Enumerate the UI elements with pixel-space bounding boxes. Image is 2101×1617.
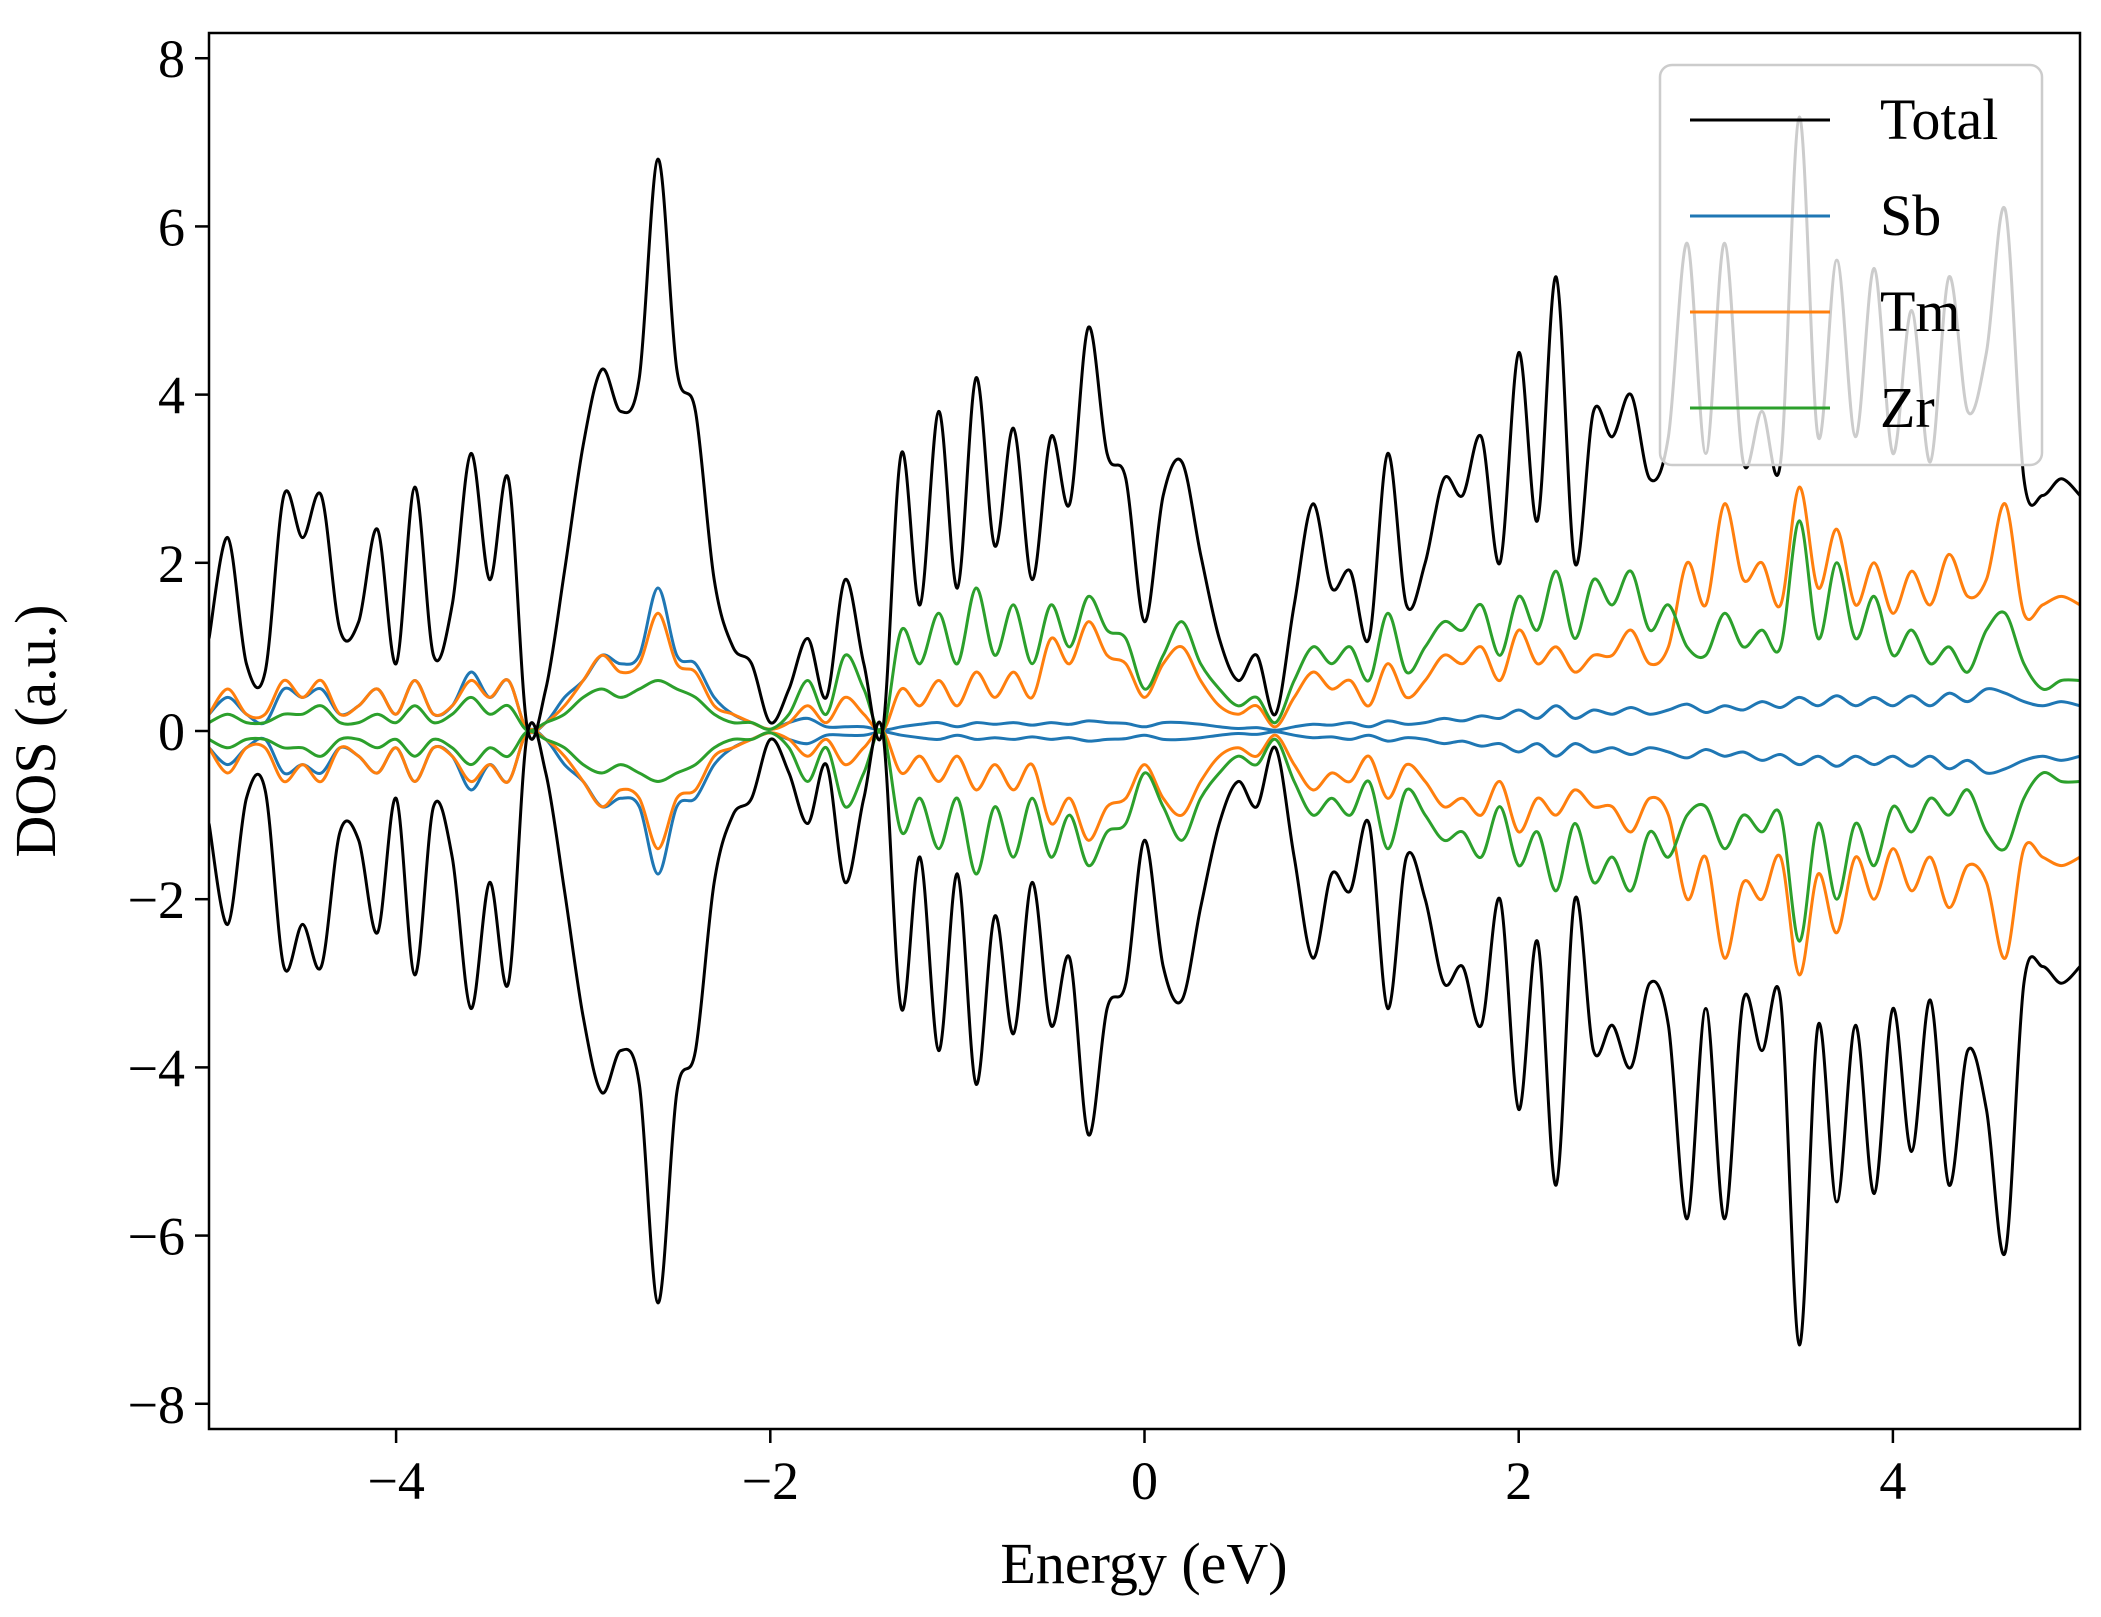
- y-tick-label: 0: [158, 702, 185, 762]
- y-tick-label: −8: [128, 1375, 185, 1435]
- y-tick-label: 2: [158, 534, 185, 594]
- series-line-sb-up: [209, 586, 2080, 735]
- y-tick-label: 8: [158, 29, 185, 89]
- x-axis-ticks: −4 −2 0 2 4: [367, 1429, 1906, 1511]
- series-line-zr-up: [209, 519, 2080, 735]
- y-tick-label: 6: [158, 197, 185, 257]
- series-line-sb-down: [209, 727, 2080, 876]
- series-line-tm-up: [209, 485, 2080, 735]
- series-line-total-down: [209, 720, 2080, 1347]
- series-line-tm-down: [209, 727, 2080, 977]
- legend-label-zr: Zr: [1880, 375, 1935, 440]
- series-line-zr-down: [209, 727, 2080, 943]
- legend-box: [1658, 63, 2044, 467]
- y-axis-ticks: −8 −6 −4 −2 0 2 4 6 8: [128, 29, 209, 1435]
- series-layer: [209, 115, 2080, 1347]
- x-axis-title: Energy (eV): [1000, 1531, 1287, 1596]
- x-tick-label: −2: [742, 1451, 799, 1511]
- y-tick-label: −4: [128, 1038, 185, 1098]
- x-tick-label: 4: [1879, 1451, 1906, 1511]
- y-axis-title: DOS (a.u.): [3, 605, 68, 858]
- y-tick-label: −6: [128, 1207, 185, 1267]
- x-tick-label: −4: [367, 1451, 424, 1511]
- legend-label-tm: Tm: [1880, 279, 1961, 344]
- y-tick-label: −2: [128, 870, 185, 930]
- x-tick-label: 2: [1505, 1451, 1532, 1511]
- x-tick-label: 0: [1131, 1451, 1158, 1511]
- legend-label-sb: Sb: [1880, 183, 1941, 248]
- y-tick-label: 4: [158, 366, 185, 426]
- legend-label-total: Total: [1880, 87, 1998, 152]
- legend: Total Sb Tm Zr: [1658, 63, 2044, 467]
